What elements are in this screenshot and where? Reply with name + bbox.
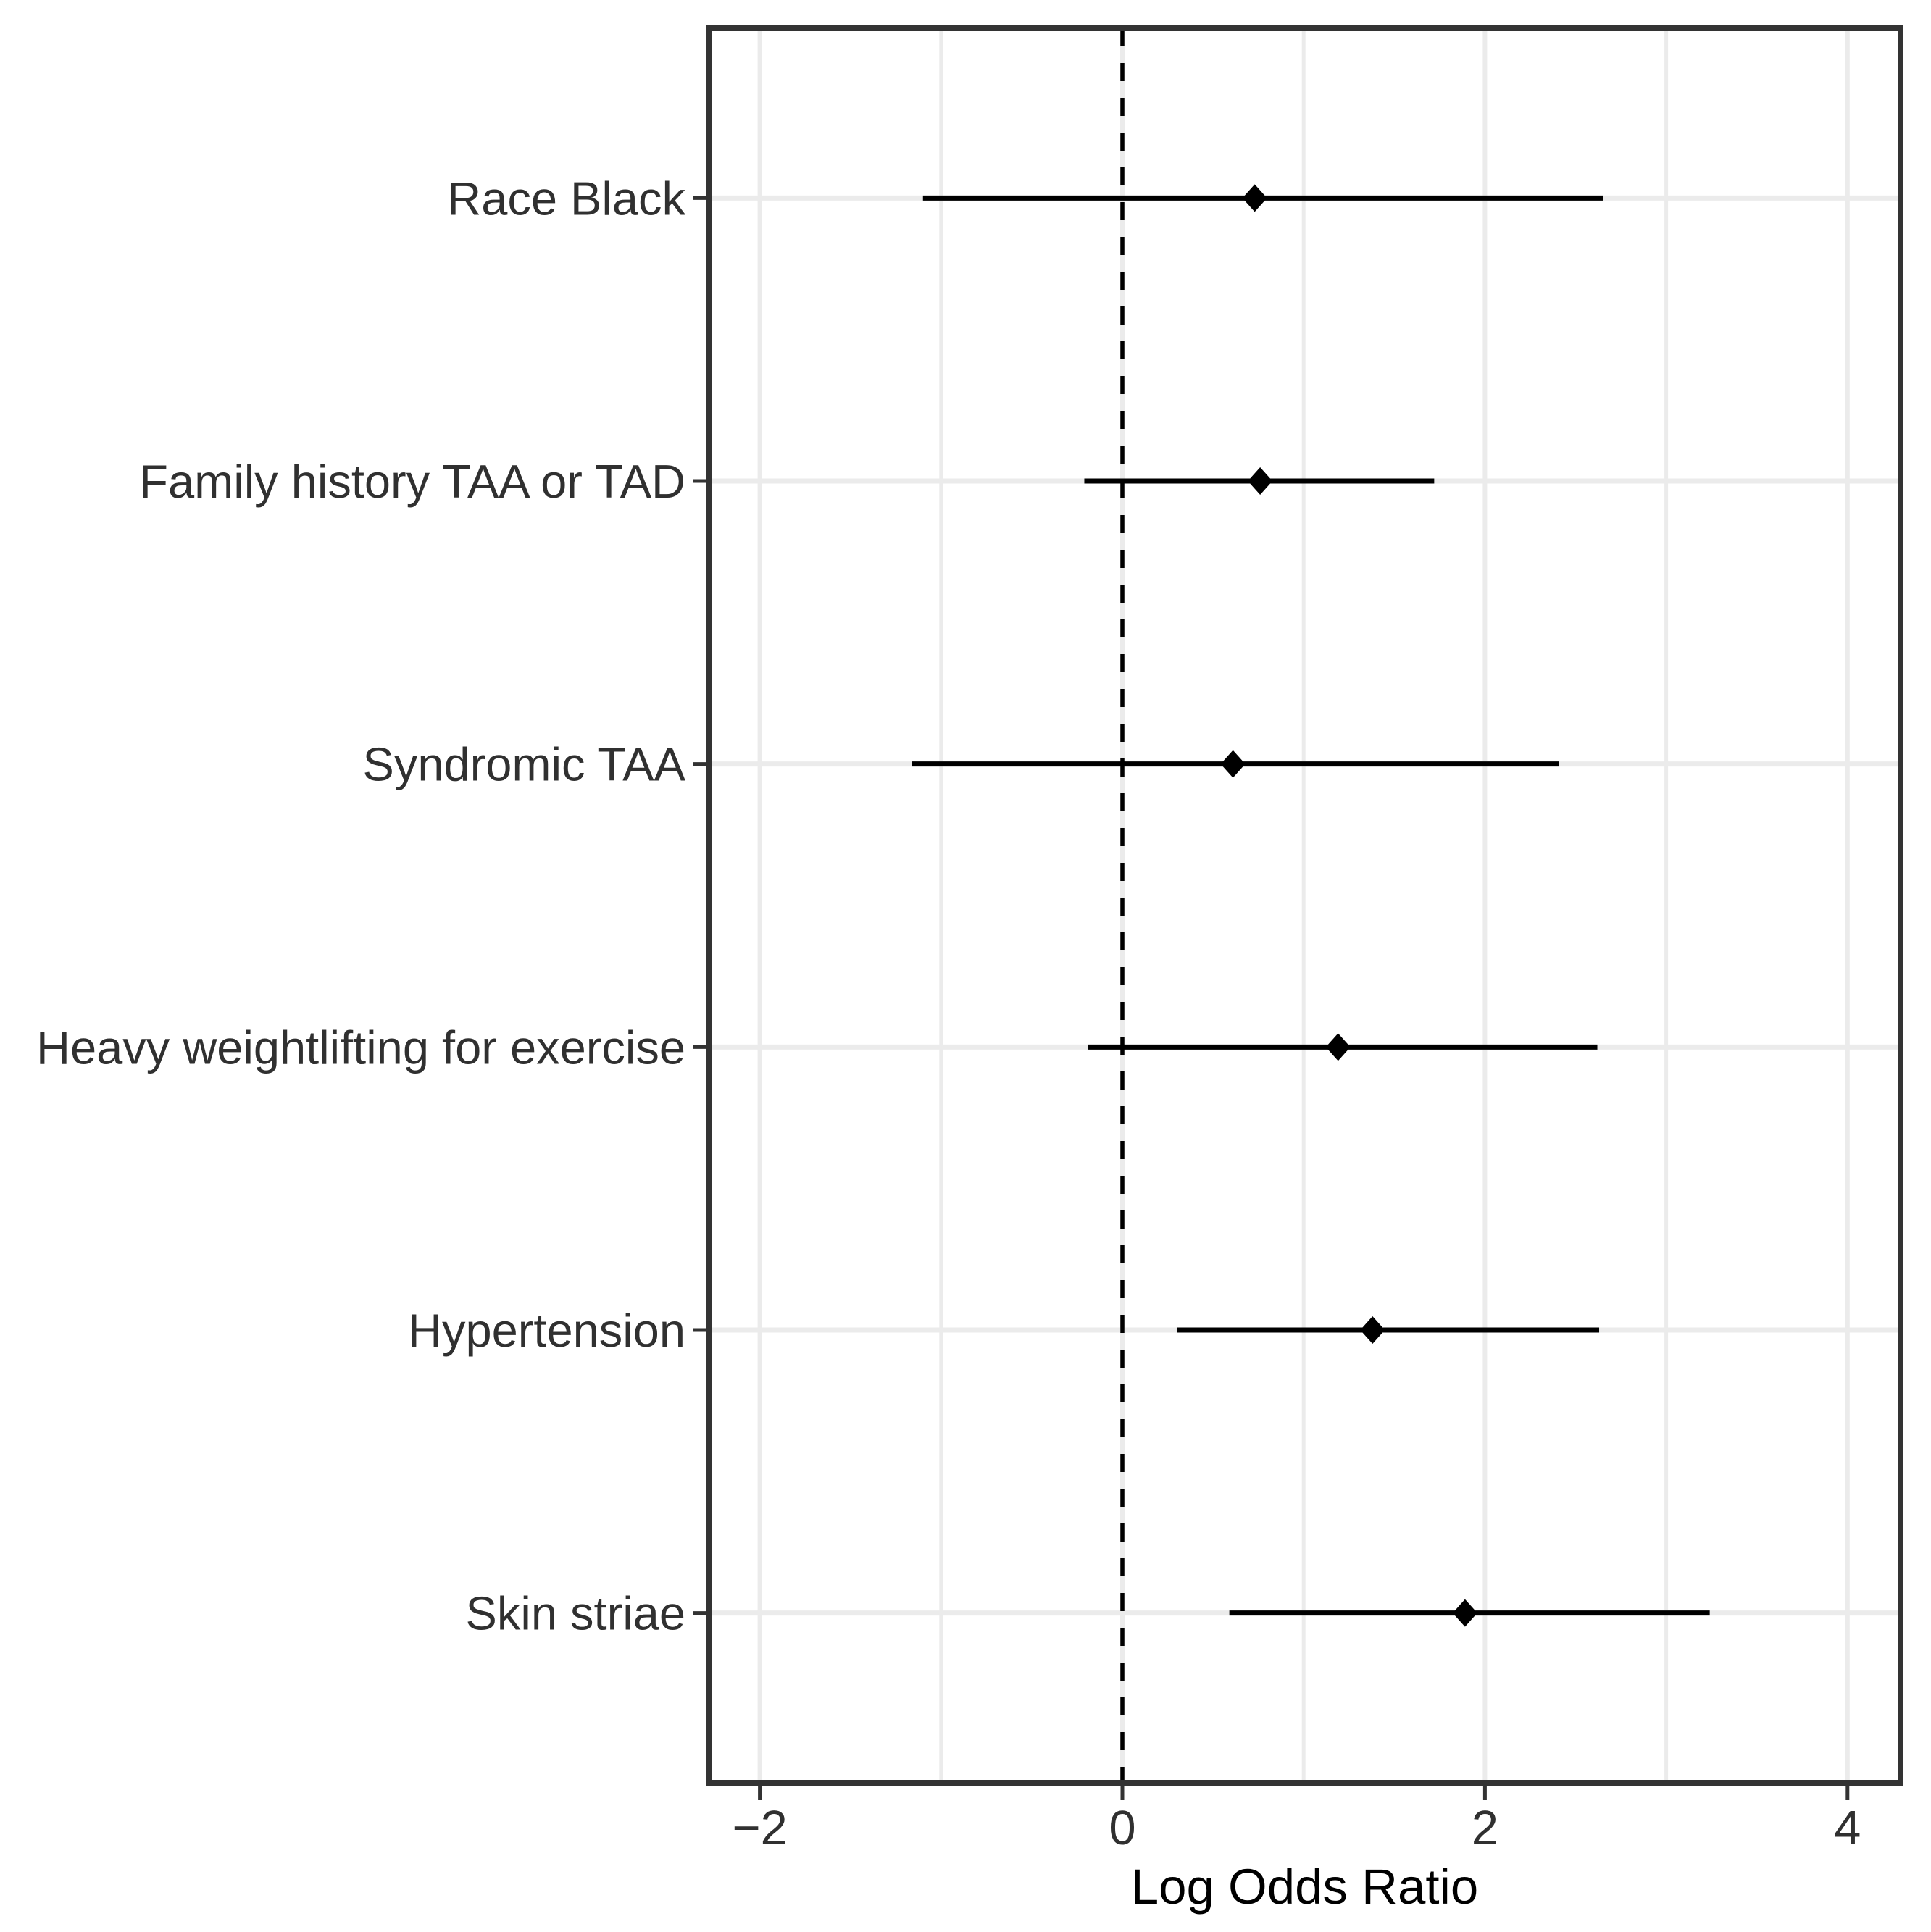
x-axis-ticks [758, 1786, 1850, 1800]
x-tick-label: 4 [1834, 1801, 1861, 1855]
forest-row [1177, 1316, 1600, 1344]
y-axis-ticks [693, 196, 707, 1615]
forest-row [912, 750, 1559, 778]
category-label: Hypertension [408, 1304, 685, 1357]
point-estimate-diamond [1242, 184, 1267, 212]
point-estimate-diamond [1325, 1033, 1351, 1061]
point-estimate-diamond [1452, 1599, 1477, 1627]
category-label: Heavy weightlifting for exercise [36, 1021, 685, 1074]
x-axis-title: Log Odds Ratio [1131, 1859, 1478, 1915]
forest-row [1084, 467, 1435, 495]
panel-border [706, 25, 1903, 1786]
point-estimate-diamond [1360, 1316, 1385, 1344]
category-label: Race Black [447, 172, 685, 225]
forest-row [1229, 1599, 1710, 1627]
y-axis-category-labels: Race Black Family history TAA or TAD Syndr… [36, 172, 686, 1639]
x-axis-tick-labels: −2 0 2 4 [732, 1801, 1861, 1855]
point-estimate-diamond [1248, 467, 1273, 495]
x-tick-label: 0 [1109, 1801, 1135, 1855]
category-label: Family history TAA or TAD [139, 455, 685, 508]
category-label: Skin striae [466, 1587, 685, 1640]
forest-row [1088, 1033, 1598, 1061]
category-label: Syndromic TAA [362, 738, 685, 791]
forest-row [922, 184, 1603, 212]
x-tick-label: 2 [1472, 1801, 1498, 1855]
forest-rows [912, 184, 1710, 1627]
point-estimate-diamond [1220, 750, 1246, 778]
x-tick-label: −2 [732, 1801, 787, 1855]
